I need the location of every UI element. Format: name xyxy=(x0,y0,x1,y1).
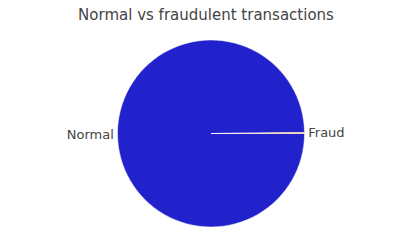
svg-text:Normal: Normal xyxy=(67,127,114,142)
svg-text:Fraud: Fraud xyxy=(308,125,344,140)
svg-text:Normal vs fraudulent transacti: Normal vs fraudulent transactions xyxy=(78,6,334,24)
